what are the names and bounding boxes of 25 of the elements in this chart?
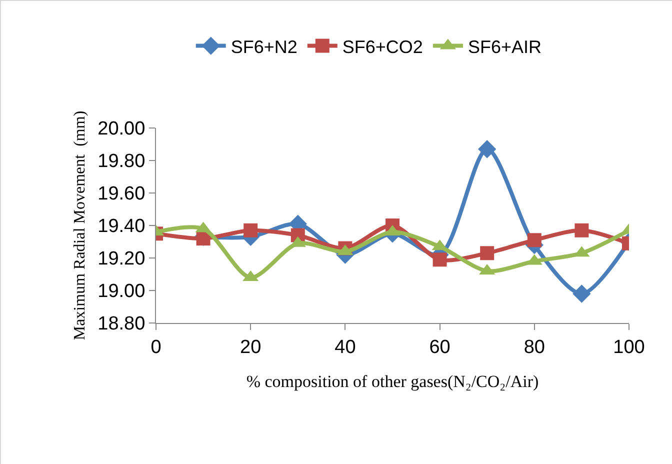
y-tick-label: 19.80 [98,151,146,172]
y-tick-label: 19.60 [98,184,146,205]
y-tick-label: 19.00 [98,281,146,302]
x-tick-label: 20 [240,336,262,358]
x-tick-label: 100 [613,336,645,358]
y-tick-label: 19.20 [98,248,146,270]
point [480,246,494,260]
y-tick-label: 18.80 [98,314,146,335]
y-axis-title: Maximum Radial Movement (mm) [72,110,89,340]
x-tick-label: 40 [334,336,356,358]
legend-label: SF6+AIR [468,36,542,57]
x-tick-label: 80 [524,336,545,358]
point [244,223,258,238]
point [572,284,591,303]
y-tick-label: 20.00 [98,118,146,140]
legend-label: SF6+CO2 [342,36,423,57]
point [527,233,542,248]
x-tick-label: 0 [150,336,162,358]
point [478,140,496,158]
y-tick-label: 19.40 [98,216,146,238]
x-axis-title: % composition of other gases(N₂/CO₂/Air) [246,372,539,392]
x-tick-label: 60 [429,336,450,358]
point [574,223,589,238]
point [432,252,447,267]
legend-label: SF6+N2 [230,36,298,57]
